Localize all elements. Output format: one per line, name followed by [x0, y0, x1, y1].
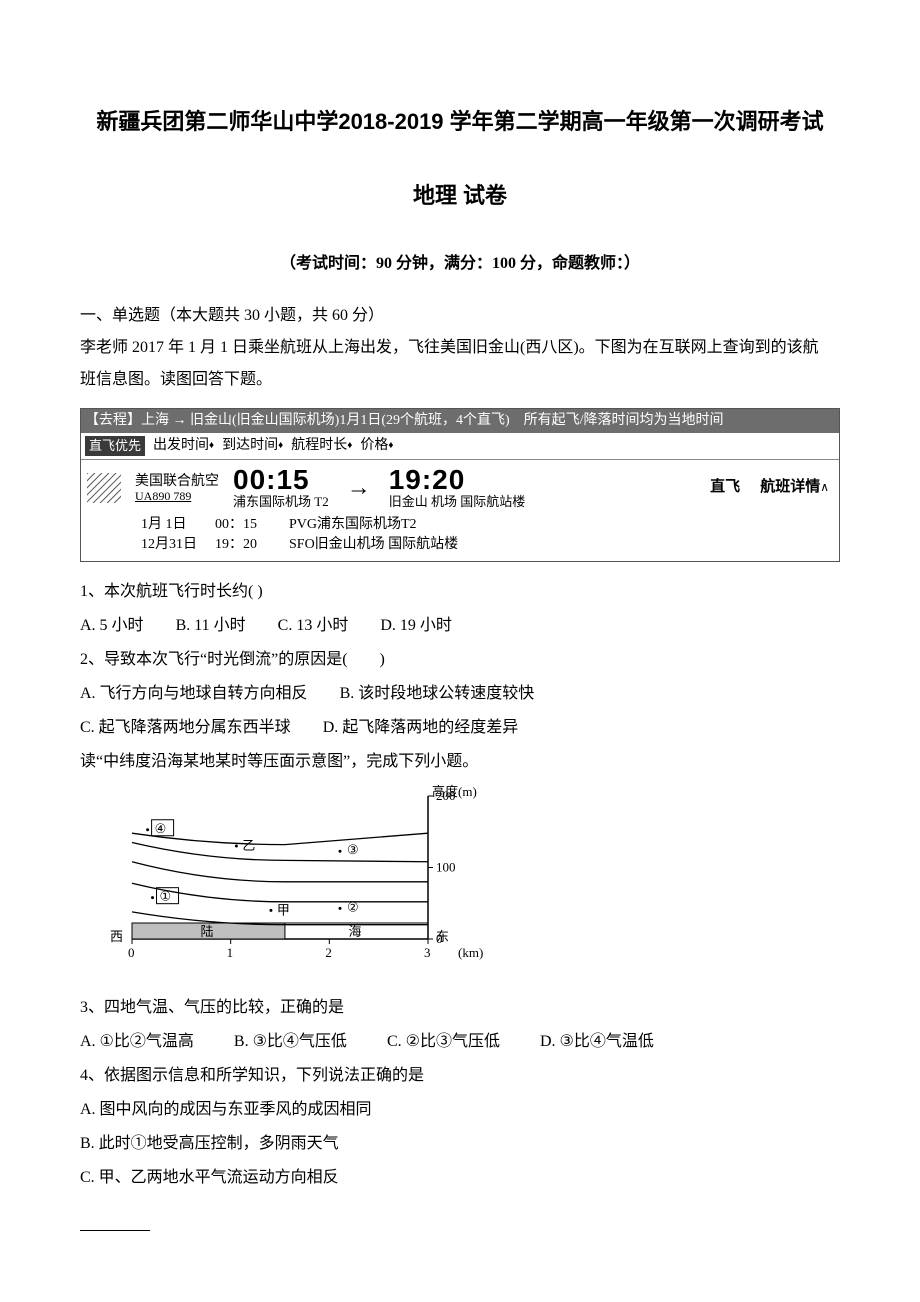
- col-arrive: 到达时间♦: [222, 436, 283, 456]
- svg-text:陆: 陆: [200, 924, 213, 939]
- pill-direct-priority: 直飞优先: [85, 436, 145, 456]
- svg-text:④: ④: [155, 820, 167, 835]
- isobar-svg: 01002000123高度(m)(km)西东陆海①②③④甲乙: [98, 784, 498, 974]
- flight-header-columns: 直飞优先 出发时间♦ 到达时间♦ 航程时长♦ 价格♦: [81, 433, 839, 460]
- flight-info-box: 【去程】上海 → 旧金山(旧金山国际机场)1月1日(29个航班，4个直飞) 所有…: [80, 408, 840, 562]
- dep-col: 00:15 浦东国际机场 T2: [233, 466, 329, 510]
- q2-options-row2: C. 起飞降落两地分属东西半球 D. 起飞降落两地的经度差异: [80, 712, 840, 744]
- q2-opt-c: C. 起飞降落两地分属东西半球: [80, 712, 291, 744]
- svg-text:100: 100: [436, 859, 456, 874]
- flight-row-1: 1月 1日 00：15 PVG浦东国际机场T2: [141, 515, 829, 535]
- row1-place: PVG浦东国际机场T2: [289, 515, 417, 535]
- direct-label: 直飞: [710, 477, 740, 498]
- q2-options-row1: A. 飞行方向与地球自转方向相反 B. 该时段地球公转速度较快: [80, 678, 840, 710]
- q3-opt-d: D. ③比④气温低: [540, 1026, 654, 1058]
- arr-time: 19:20: [389, 466, 526, 494]
- svg-text:2: 2: [325, 945, 332, 960]
- flight-right-info: 直飞 航班详情∧: [710, 477, 829, 498]
- flight-row-2: 12月31日 19：20 SFO旧金山机场 国际航站楼: [141, 535, 829, 555]
- passage1-line1: 李老师 2017 年 1 月 1 日乘坐航班从上海出发，飞往美国旧金山(西八区)…: [80, 332, 840, 364]
- sort-icon: ♦: [347, 441, 352, 451]
- exam-info: （考试时间：90 分钟，满分：100 分，命题教师：）: [80, 248, 840, 280]
- q4-stem: 4、依据图示信息和所学知识，下列说法正确的是: [80, 1060, 840, 1092]
- col-price: 价格♦: [360, 436, 393, 456]
- svg-text:甲: 甲: [277, 902, 290, 917]
- q1-options: A. 5 小时 B. 11 小时 C. 13 小时 D. 19 小时: [80, 610, 840, 642]
- svg-text:0: 0: [128, 945, 135, 960]
- col-depart: 出发时间♦: [153, 436, 214, 456]
- isobar-diagram: 01002000123高度(m)(km)西东陆海①②③④甲乙: [98, 784, 840, 986]
- caret-up-icon: ∧: [820, 480, 829, 494]
- col-price-label: 价格: [360, 438, 388, 453]
- svg-text:东: 东: [436, 929, 449, 944]
- col-arrive-label: 到达时间: [222, 438, 278, 453]
- svg-text:②: ②: [347, 899, 359, 914]
- arrow-icon: →: [347, 476, 371, 500]
- airline-hatch-icon: [87, 473, 121, 503]
- svg-text:高度(m): 高度(m): [432, 784, 477, 799]
- svg-text:海: 海: [348, 924, 361, 939]
- doc-subtitle: 地理 试卷: [80, 174, 840, 218]
- q2-opt-b: B. 该时段地球公转速度较快: [340, 678, 535, 710]
- q1-opt-d: D. 19 小时: [380, 610, 452, 642]
- flight-body: 美国联合航空 UA890 789 00:15 浦东国际机场 T2 → 19:20…: [81, 460, 839, 514]
- dep-time: 00:15: [233, 466, 329, 494]
- details-toggle: 航班详情∧: [760, 477, 829, 498]
- q1-opt-a: A. 5 小时: [80, 610, 144, 642]
- q1-opt-b: B. 11 小时: [176, 610, 246, 642]
- row2-place: SFO旧金山机场 国际航站楼: [289, 535, 458, 555]
- flight-code: UA890 789: [135, 489, 219, 503]
- q1-opt-c: C. 13 小时: [278, 610, 349, 642]
- q2-stem: 2、导致本次飞行“时光倒流”的原因是( ): [80, 644, 840, 676]
- q3-opt-c: C. ②比③气压低: [387, 1026, 500, 1058]
- sort-icon: ♦: [388, 441, 393, 451]
- svg-text:乙: 乙: [242, 838, 255, 853]
- footer-rule: [80, 1230, 150, 1231]
- col-depart-label: 出发时间: [153, 438, 209, 453]
- row1-date: 1月 1日: [141, 515, 199, 535]
- flight-times: 00:15 浦东国际机场 T2 → 19:20 旧金山 机场 国际航站楼: [233, 466, 696, 510]
- doc-title: 新疆兵团第二师华山中学2018-2019 学年第二学期高一年级第一次调研考试: [80, 100, 840, 144]
- q2-opt-a: A. 飞行方向与地球自转方向相反: [80, 678, 308, 710]
- q4-opt-a: A. 图中风向的成因与东亚季风的成因相同: [80, 1094, 840, 1126]
- q3-opt-b: B. ③比④气压低: [234, 1026, 347, 1058]
- svg-text:3: 3: [424, 945, 431, 960]
- q4-opt-b: B. 此时①地受高压控制，多阴雨天气: [80, 1128, 840, 1160]
- svg-text:(km): (km): [458, 945, 483, 960]
- flight-detail-rows: 1月 1日 00：15 PVG浦东国际机场T2 12月31日 19：20 SFO…: [81, 513, 839, 560]
- q2-opt-d: D. 起飞降落两地的经度差异: [323, 712, 519, 744]
- details-label: 航班详情: [760, 479, 820, 495]
- arr-airport: 旧金山 机场 国际航站楼: [389, 494, 526, 510]
- passage1-line2: 班信息图。读图回答下题。: [80, 364, 840, 396]
- col-duration: 航程时长♦: [291, 436, 352, 456]
- q3-stem: 3、四地气温、气压的比较，正确的是: [80, 992, 840, 1024]
- row2-date: 12月31日: [141, 535, 199, 555]
- dep-airport: 浦东国际机场 T2: [233, 494, 329, 510]
- sort-icon: ♦: [209, 441, 214, 451]
- airline-name: 美国联合航空: [135, 472, 219, 489]
- row2-time: 19：20: [215, 535, 273, 555]
- svg-text:①: ①: [160, 888, 172, 903]
- q3-opt-a: A. ①比②气温高: [80, 1026, 194, 1058]
- flight-header-route: 【去程】上海 → 旧金山(旧金山国际机场)1月1日(29个航班，4个直飞) 所有…: [81, 409, 839, 433]
- airline-col: 美国联合航空 UA890 789: [135, 472, 219, 503]
- q4-opt-c: C. 甲、乙两地水平气流运动方向相反: [80, 1162, 840, 1194]
- q1-stem: 1、本次航班飞行时长约( ): [80, 576, 840, 608]
- q3-options: A. ①比②气温高 B. ③比④气压低 C. ②比③气压低 D. ③比④气温低: [80, 1026, 840, 1058]
- svg-text:1: 1: [227, 945, 234, 960]
- svg-text:西: 西: [110, 929, 123, 944]
- arr-col: 19:20 旧金山 机场 国际航站楼: [389, 466, 526, 510]
- svg-text:③: ③: [347, 842, 359, 857]
- row1-time: 00：15: [215, 515, 273, 535]
- section-heading: 一、单选题（本大题共 30 小题，共 60 分）: [80, 300, 840, 332]
- col-duration-label: 航程时长: [291, 438, 347, 453]
- passage2: 读“中纬度沿海某地某时等压面示意图”，完成下列小题。: [80, 746, 840, 778]
- sort-icon: ♦: [278, 441, 283, 451]
